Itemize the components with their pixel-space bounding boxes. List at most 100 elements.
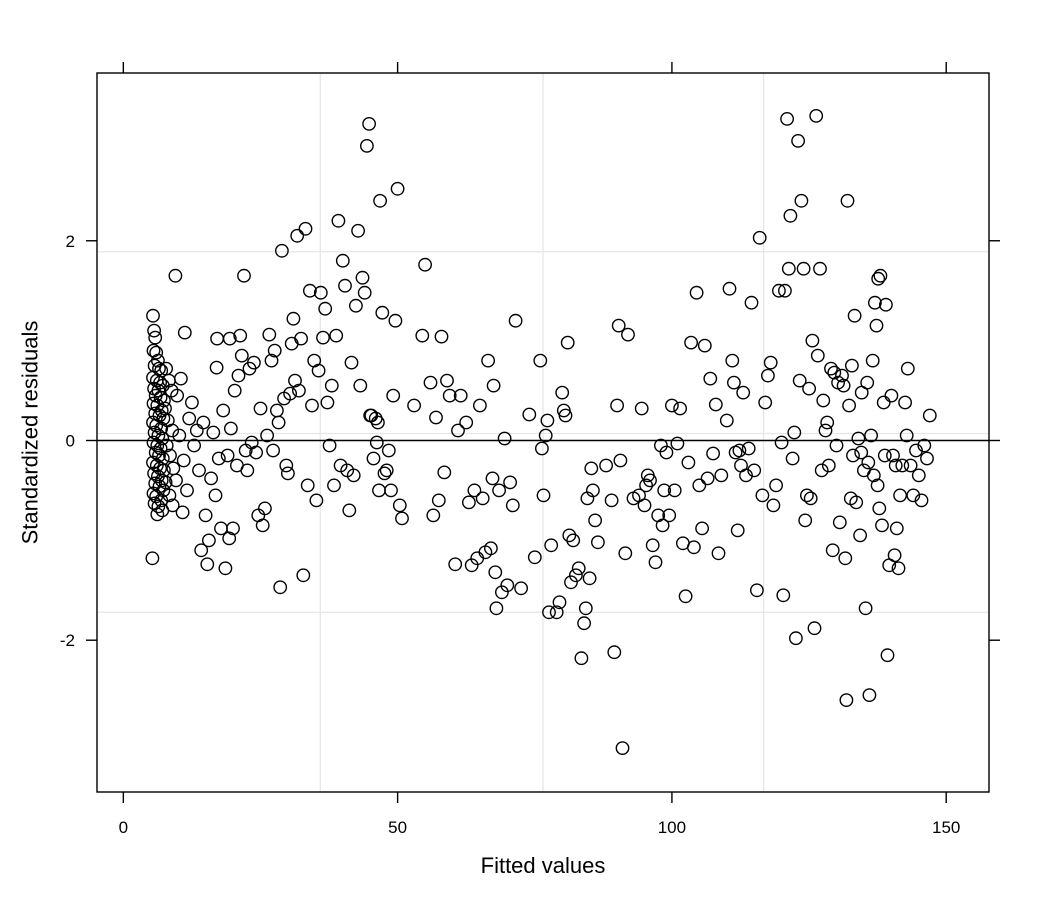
data-point-183 — [407, 398, 421, 413]
data-point-126 — [280, 466, 295, 481]
data-point-352 — [846, 448, 860, 463]
data-point-271 — [662, 508, 677, 523]
data-point-68 — [170, 388, 185, 403]
data-point-287 — [706, 446, 720, 461]
data-point-322 — [791, 133, 805, 148]
data-point-221 — [533, 353, 548, 368]
data-point-164 — [362, 117, 376, 131]
data-point-324 — [794, 193, 809, 208]
data-point-225 — [540, 413, 555, 428]
data-point-253 — [613, 453, 628, 468]
data-point-307 — [758, 395, 773, 410]
data-point-252 — [611, 318, 626, 333]
data-point-123 — [274, 243, 289, 258]
data-point-388 — [920, 451, 934, 466]
data-point-145 — [320, 395, 335, 410]
data-point-234 — [562, 528, 577, 543]
data-point-156 — [344, 355, 359, 370]
y-tick-label-2: 2 — [66, 232, 75, 251]
data-point-395 — [888, 458, 903, 473]
data-point-0 — [146, 308, 160, 323]
data-point-224 — [538, 428, 553, 443]
data-point-94 — [220, 448, 235, 463]
data-point-283 — [695, 521, 709, 536]
data-point-163 — [359, 138, 374, 153]
data-point-314 — [776, 588, 791, 603]
data-point-384 — [909, 443, 923, 458]
data-point-207 — [485, 471, 500, 486]
data-point-96 — [223, 421, 238, 436]
data-point-97 — [222, 331, 237, 346]
data-point-374 — [886, 448, 900, 463]
data-point-131 — [290, 228, 305, 243]
data-point-162 — [357, 285, 372, 300]
data-point-355 — [851, 431, 866, 446]
data-point-328 — [802, 381, 816, 396]
data-point-227 — [544, 538, 559, 553]
data-point-128 — [284, 336, 299, 351]
data-point-121 — [271, 415, 286, 430]
data-point-378 — [893, 488, 907, 503]
data-point-342 — [827, 365, 842, 380]
data-point-363 — [865, 353, 880, 368]
data-point-381 — [900, 361, 915, 376]
data-point-152 — [335, 253, 350, 268]
data-point-317 — [781, 261, 796, 276]
data-point-375 — [887, 548, 902, 563]
data-point-188 — [426, 508, 441, 523]
data-point-73 — [176, 453, 191, 468]
data-point-241 — [578, 601, 593, 616]
data-point-369 — [876, 395, 891, 410]
data-point-155 — [342, 503, 357, 518]
data-point-31 — [150, 438, 165, 453]
data-point-243 — [582, 571, 597, 586]
data-point-189 — [431, 493, 446, 508]
data-point-106 — [240, 463, 255, 478]
data-point-112 — [253, 401, 268, 416]
data-point-205 — [481, 353, 495, 368]
data-point-98 — [226, 521, 240, 536]
data-point-216 — [505, 498, 520, 513]
data-point-323 — [792, 373, 807, 388]
data-point-365 — [869, 318, 884, 333]
data-point-77 — [187, 438, 202, 453]
data-point-176 — [388, 313, 403, 328]
data-point-61 — [163, 448, 177, 463]
data-point-339 — [821, 458, 836, 473]
data-point-29 — [155, 431, 170, 446]
data-point-326 — [798, 513, 813, 528]
data-point-301 — [741, 441, 756, 456]
data-point-88 — [210, 331, 225, 346]
data-point-103 — [234, 348, 249, 363]
data-point-160 — [353, 378, 368, 393]
data-point-387 — [917, 438, 932, 453]
x-tick-label-0: 0 — [119, 818, 128, 837]
data-point-239 — [574, 651, 589, 666]
data-point-226 — [542, 605, 556, 620]
data-point-19 — [150, 398, 165, 413]
data-point-117 — [264, 353, 279, 368]
data-point-186 — [423, 375, 438, 390]
data-point-212 — [494, 585, 509, 600]
data-point-272 — [665, 398, 679, 413]
data-point-256 — [621, 327, 635, 342]
data-point-240 — [577, 616, 591, 631]
data-point-202 — [472, 398, 487, 413]
data-point-173 — [381, 443, 396, 458]
data-point-149 — [329, 328, 344, 343]
data-point-92 — [216, 403, 231, 418]
data-point-146 — [322, 438, 337, 453]
data-point-171 — [377, 466, 392, 481]
data-point-297 — [732, 443, 747, 458]
data-point-200 — [467, 483, 482, 498]
data-point-335 — [814, 463, 829, 478]
data-point-319 — [785, 451, 800, 466]
data-point-1 — [147, 323, 162, 338]
data-point-209 — [488, 565, 503, 580]
data-point-177 — [390, 181, 405, 196]
data-point-300 — [739, 468, 753, 483]
data-point-53 — [145, 551, 160, 566]
data-point-296 — [730, 523, 745, 538]
data-point-260 — [637, 498, 652, 513]
